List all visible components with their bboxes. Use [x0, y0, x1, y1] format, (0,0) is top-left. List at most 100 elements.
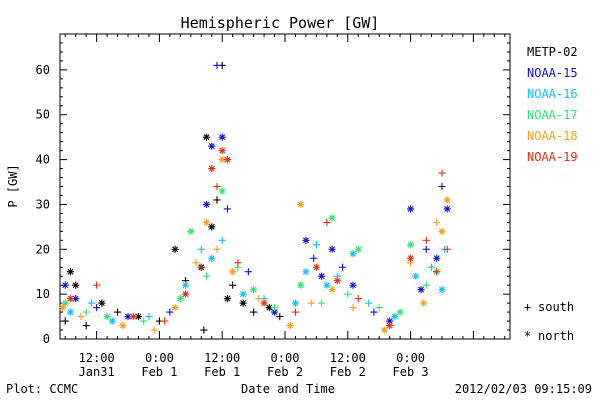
data-point-noaa-18	[150, 326, 158, 334]
marker-symbol-north: *	[524, 329, 531, 343]
data-point-noaa-16	[197, 245, 205, 253]
legend-noaa-15: NOAA-15	[527, 66, 578, 80]
data-point-noaa-17	[422, 281, 430, 289]
data-point-noaa-16	[391, 312, 399, 321]
data-point-noaa-19	[406, 254, 415, 262]
data-point-noaa-16	[66, 308, 75, 316]
legend-noaa-18: NOAA-18	[527, 129, 578, 143]
legend-metp-02: METP-02	[527, 45, 578, 59]
data-point-noaa-18	[328, 286, 336, 294]
data-point-noaa-16	[349, 250, 357, 258]
y-axis-label: P [GW]	[6, 164, 20, 207]
data-point-noaa-17	[396, 308, 404, 316]
x-tick-label-time: 0:00	[145, 351, 174, 365]
legend-noaa-19: NOAA-19	[527, 150, 578, 164]
data-point-noaa-18	[59, 304, 67, 312]
data-point-noaa-19	[66, 295, 75, 303]
x-tick-label-time: 12:00	[204, 351, 240, 365]
data-point-noaa-16	[108, 317, 116, 325]
data-point-noaa-15	[213, 61, 221, 69]
data-point-noaa-17	[354, 245, 362, 253]
plot-credit: Plot: CCMC	[6, 382, 78, 396]
data-point-noaa-15	[218, 133, 226, 141]
data-point-noaa-18	[380, 326, 389, 334]
data-point-noaa-19	[161, 317, 169, 325]
marker-label-north: north	[538, 329, 574, 343]
data-point-noaa-18	[307, 299, 315, 307]
data-point-noaa-19	[218, 147, 226, 155]
data-point-metp-02	[276, 312, 284, 321]
data-point-noaa-18	[77, 312, 85, 321]
data-point-noaa-19	[208, 164, 216, 173]
data-point-noaa-19	[260, 299, 268, 307]
data-point-noaa-15	[223, 205, 232, 213]
data-point-metp-02	[250, 308, 258, 316]
x-tick-label-time: 12:00	[79, 351, 115, 365]
marker-legend: + south * north	[524, 300, 574, 343]
data-point-noaa-16	[87, 299, 95, 307]
data-point-metp-02	[66, 268, 75, 276]
data-point-noaa-19	[93, 281, 101, 289]
data-point-noaa-17	[406, 241, 415, 249]
data-point-metp-02	[200, 326, 208, 334]
data-point-metp-02	[98, 299, 106, 307]
data-point-noaa-15	[417, 286, 425, 294]
marker-label-south: south	[538, 300, 574, 314]
y-tick-label: 0	[43, 332, 50, 346]
data-point-noaa-18	[438, 227, 446, 235]
data-point-metp-02	[171, 245, 179, 253]
data-point-noaa-18	[433, 218, 441, 226]
x-tick-label-date: Feb 2	[267, 365, 303, 379]
data-point-noaa-15	[370, 308, 378, 316]
data-point-noaa-18	[213, 245, 221, 253]
data-point-noaa-15	[443, 205, 451, 213]
data-point-noaa-18	[286, 321, 294, 330]
data-point-noaa-17	[297, 281, 305, 289]
chart-title: Hemispheric Power [GW]	[181, 14, 380, 32]
data-point-noaa-16	[208, 254, 216, 262]
data-point-metp-02	[208, 223, 216, 231]
data-point-noaa-15	[328, 245, 336, 253]
data-point-noaa-16	[302, 268, 310, 276]
data-point-noaa-17	[218, 187, 226, 195]
series-legend: METP-02 NOAA-15 NOAA-16 NOAA-17 NOAA-18 NOAA-…	[527, 45, 578, 164]
y-tick-label: 40	[36, 153, 50, 167]
data-point-noaa-15	[61, 281, 69, 289]
data-point-metp-02	[223, 295, 232, 303]
data-point-noaa-19	[386, 321, 394, 330]
data-point-noaa-18	[218, 155, 226, 164]
data-point-noaa-15	[310, 254, 318, 262]
data-point-noaa-17	[375, 304, 383, 312]
data-point-noaa-17	[328, 214, 336, 222]
x-tick-label-date: Feb 1	[204, 365, 240, 379]
data-point-noaa-18	[420, 299, 428, 307]
data-point-metp-02	[239, 299, 247, 307]
data-point-noaa-17	[187, 227, 195, 235]
data-point-noaa-19	[422, 236, 430, 244]
data-point-noaa-19	[433, 268, 441, 276]
data-point-noaa-19	[234, 259, 242, 267]
y-tick-label: 10	[36, 287, 50, 301]
data-point-noaa-15	[422, 245, 430, 253]
data-point-noaa-15	[202, 200, 211, 209]
data-point-metp-02	[213, 196, 221, 204]
marker-symbol-south: +	[524, 300, 531, 314]
data-point-noaa-17	[202, 272, 211, 280]
data-point-noaa-15	[166, 308, 174, 316]
x-tick-label-date: Jan31	[79, 365, 115, 379]
data-point-noaa-18	[297, 200, 305, 209]
data-point-noaa-15	[438, 182, 446, 191]
data-point-noaa-15	[208, 142, 216, 150]
data-point-noaa-19	[333, 277, 341, 285]
data-point-noaa-18	[192, 259, 200, 267]
data-point-noaa-16	[181, 281, 190, 289]
legend-noaa-17: NOAA-17	[527, 108, 578, 122]
data-point-noaa-18	[443, 196, 451, 204]
y-tick-label: 60	[36, 63, 50, 77]
data-point-noaa-15	[244, 268, 252, 276]
data-point-noaa-15	[318, 272, 326, 280]
x-tick-label-date: Feb 3	[393, 365, 429, 379]
data-point-noaa-15	[338, 263, 347, 271]
x-tick-label-time: 0:00	[396, 351, 425, 365]
